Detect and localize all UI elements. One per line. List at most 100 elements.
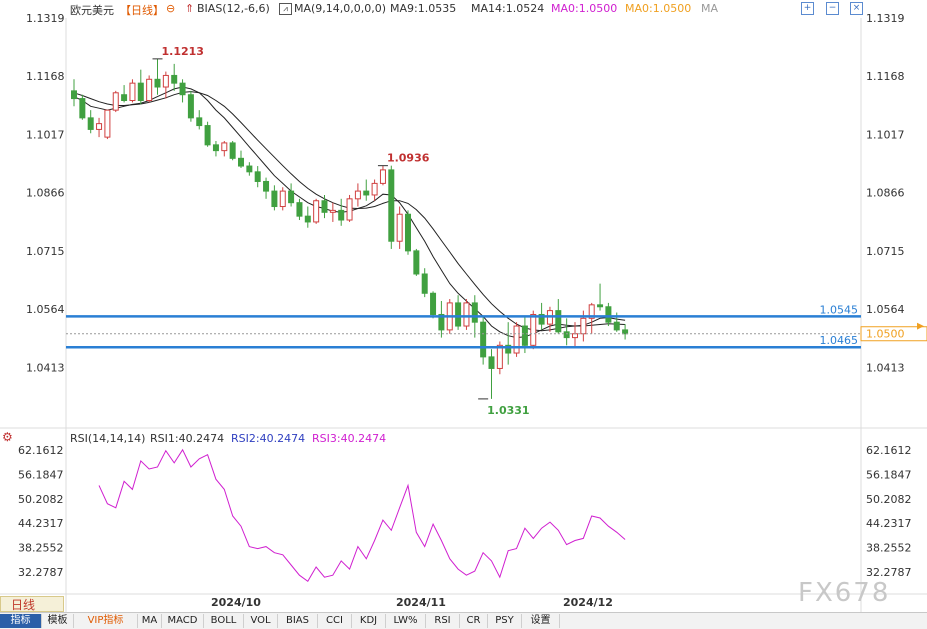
period-tab[interactable]: 日线 xyxy=(0,596,64,612)
tab-boll[interactable]: BOLL xyxy=(204,614,244,628)
refresh-icon[interactable]: ⊖ xyxy=(166,2,176,15)
tab-indicators[interactable]: 指标 xyxy=(0,614,42,628)
tab-vol[interactable]: VOL xyxy=(244,614,278,628)
rsi2-value: RSI2:40.2474 xyxy=(231,432,306,445)
candle xyxy=(438,300,445,338)
rsi-tick-right: 32.2787 xyxy=(866,566,912,579)
close-icon[interactable]: × xyxy=(850,2,863,15)
candle xyxy=(146,75,153,103)
candle xyxy=(212,140,219,157)
price-tick-right: 1.0715 xyxy=(866,245,905,258)
candle xyxy=(263,177,270,199)
tab-psy[interactable]: PSY xyxy=(488,614,522,628)
candle xyxy=(413,248,420,276)
candle xyxy=(622,324,629,340)
candle xyxy=(605,302,612,327)
candle xyxy=(229,140,236,161)
settings-gear-icon[interactable]: ⚙ xyxy=(2,430,13,444)
current-price-label: 1.0500 xyxy=(866,328,905,341)
price-arrow-icon: ▶ xyxy=(917,322,924,332)
extreme-label: 1.0331 xyxy=(487,404,529,417)
candle xyxy=(154,58,161,95)
candle xyxy=(79,94,86,120)
candle xyxy=(296,198,303,221)
tab-cci[interactable]: CCI xyxy=(318,614,352,628)
candle xyxy=(396,206,403,249)
candle xyxy=(463,299,470,330)
rsi-line xyxy=(98,448,626,583)
candle xyxy=(121,85,128,103)
tab-macd[interactable]: MACD xyxy=(162,614,204,628)
tab-settings[interactable]: 设置 xyxy=(522,614,560,628)
candle xyxy=(204,121,211,147)
symbol-label: 欧元美元 xyxy=(70,4,114,17)
candle xyxy=(179,79,186,103)
tab-ma[interactable]: MA xyxy=(138,614,162,628)
tab-vip-indicators[interactable]: VIP指标 xyxy=(74,614,138,628)
candle xyxy=(455,295,462,330)
price-tick-left: 1.1168 xyxy=(26,70,65,83)
rsi-tick-left: 32.2787 xyxy=(18,566,64,579)
ma-tail-label: MA xyxy=(701,2,719,15)
tab-templates[interactable]: 模板 xyxy=(42,614,74,628)
tab-lw[interactable]: LW% xyxy=(386,614,426,628)
rsi-tick-right: 50.2082 xyxy=(866,493,912,506)
rsi-tick-right: 44.2317 xyxy=(866,517,912,530)
price-tick-left: 1.0413 xyxy=(26,361,65,374)
rsi-tick-right: 38.2552 xyxy=(866,542,912,555)
candle xyxy=(388,165,395,249)
zoom-out-icon[interactable]: − xyxy=(826,2,839,15)
rsi-tick-right: 56.1847 xyxy=(866,468,912,481)
price-tick-right: 1.0866 xyxy=(866,187,905,200)
zoom-in-icon[interactable]: + xyxy=(801,2,814,15)
candle xyxy=(104,109,111,140)
candle xyxy=(480,316,487,365)
indicator-legend-bar: 欧元美元 【日线】 ⊖ ⇑ BIAS(12,-6,6) ⩘ MA(9,14,0,… xyxy=(0,0,927,18)
bias-label: BIAS(12,-6,6) xyxy=(197,2,270,15)
candle xyxy=(354,183,361,207)
candle xyxy=(112,90,119,113)
candle xyxy=(505,322,512,365)
hline-label: 1.0545 xyxy=(820,303,859,316)
rsi1-value: RSI1:40.2474 xyxy=(150,432,225,445)
chart-toggle-icon[interactable]: ⩘ xyxy=(279,3,292,15)
candle xyxy=(271,185,278,211)
tab-rsi[interactable]: RSI xyxy=(426,614,460,628)
ma0b-value: MA0:1.0500 xyxy=(625,2,692,15)
candle xyxy=(279,187,286,211)
candle xyxy=(221,140,228,157)
rsi-tick-left: 62.1612 xyxy=(18,444,64,457)
ma-label: MA(9,14,0,0,0,0) xyxy=(294,2,387,15)
candle xyxy=(246,162,253,176)
candle xyxy=(588,302,595,334)
candle xyxy=(313,198,320,224)
price-tick-right: 1.1319 xyxy=(866,12,905,25)
rsi-tick-right: 62.1612 xyxy=(866,444,912,457)
ma0a-value: MA0:1.0500 xyxy=(551,2,618,15)
price-tick-right: 1.0413 xyxy=(866,361,905,374)
candle xyxy=(546,306,553,332)
candle xyxy=(288,183,295,207)
tab-cr[interactable]: CR xyxy=(460,614,488,628)
current-price-tag xyxy=(860,326,927,342)
price-tick-left: 1.0715 xyxy=(26,245,65,258)
date-tick-nov: 2024/11 xyxy=(396,596,446,609)
candle xyxy=(254,166,261,188)
candle xyxy=(238,150,244,168)
candle xyxy=(129,79,136,103)
candle xyxy=(346,194,353,222)
candle xyxy=(513,322,520,357)
tab-kdj[interactable]: KDJ xyxy=(352,614,386,628)
price-tick-left: 1.0564 xyxy=(26,303,65,316)
price-tick-right: 1.0564 xyxy=(866,303,905,316)
candle xyxy=(421,268,428,298)
price-tick-right: 1.1017 xyxy=(866,128,905,141)
indicator-tab-bar: 指标 模板 VIP指标 MA MACD BOLL VOL BIAS CCI KD… xyxy=(0,612,927,629)
extreme-label: 1.1213 xyxy=(162,45,204,58)
extreme-label: 1.0936 xyxy=(387,152,430,165)
tab-bias[interactable]: BIAS xyxy=(278,614,318,628)
candle xyxy=(363,179,370,201)
date-tick-dec: 2024/12 xyxy=(563,596,613,609)
candle xyxy=(96,117,103,138)
rsi-title: RSI(14,14,14) xyxy=(70,432,146,445)
